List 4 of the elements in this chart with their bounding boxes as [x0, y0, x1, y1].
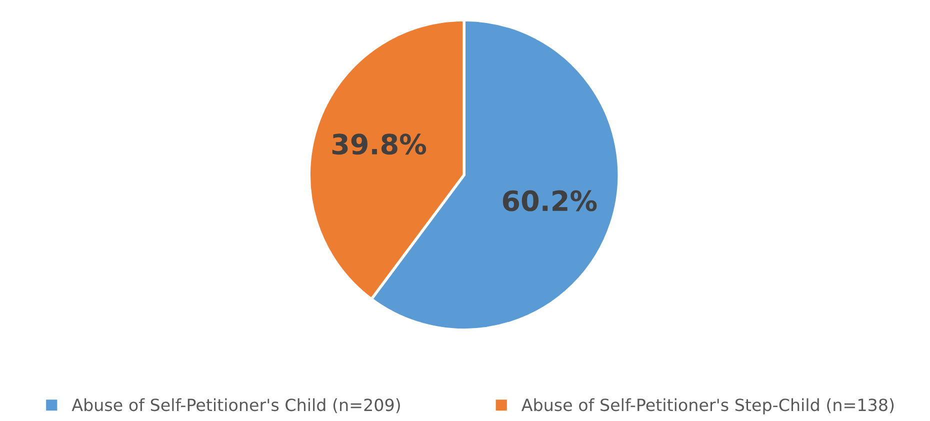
data-label: 60.2%: [502, 190, 597, 212]
data-label: 39.8%: [332, 134, 426, 155]
legend-label: Abuse of Self-Petitioner's Child (n=209): [72, 398, 400, 414]
legend-label: Abuse of Self-Petitioner's Step-Child (n=138): [521, 398, 894, 414]
